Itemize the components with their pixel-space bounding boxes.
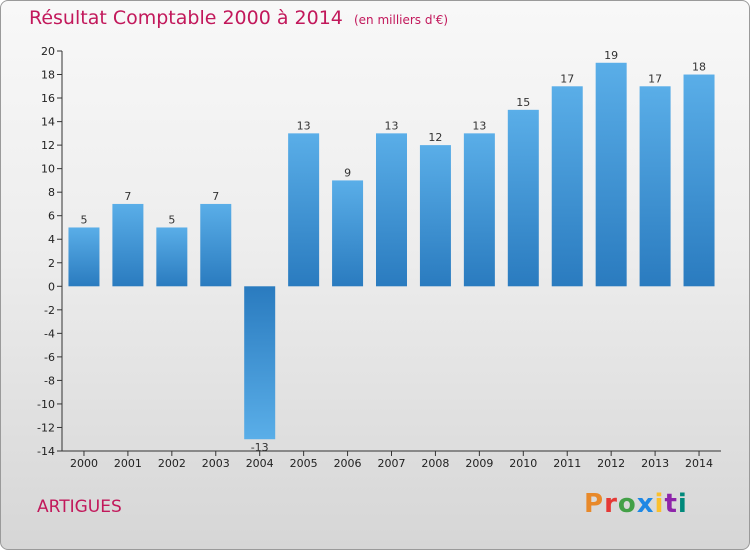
data-label: 13 xyxy=(472,119,486,132)
y-tick-label: 16 xyxy=(41,92,55,105)
data-label: 7 xyxy=(212,190,219,203)
bar-2002 xyxy=(156,227,188,287)
y-tick-label: 0 xyxy=(48,280,55,293)
y-tick-label: 8 xyxy=(48,186,55,199)
bar-2000 xyxy=(68,227,100,287)
y-tick-label: -4 xyxy=(44,327,55,340)
bar-2006 xyxy=(332,180,364,287)
x-tick-label: 2010 xyxy=(509,457,537,470)
x-tick-label: 2003 xyxy=(202,457,230,470)
y-tick-label: -6 xyxy=(44,351,55,364)
y-tick-label: -12 xyxy=(37,421,55,434)
logo-letter: r xyxy=(604,489,618,519)
x-tick-label: 2004 xyxy=(246,457,274,470)
x-tick-label: 2011 xyxy=(553,457,581,470)
commune-name: ARTIGUES xyxy=(37,497,122,517)
data-label: 13 xyxy=(297,119,311,132)
x-tick-label: 2001 xyxy=(114,457,142,470)
data-label: 18 xyxy=(692,61,706,74)
logo-letter: i xyxy=(677,489,688,519)
y-tick-label: 4 xyxy=(48,233,55,246)
y-tick-label: 6 xyxy=(48,210,55,223)
data-label: 17 xyxy=(648,72,662,85)
y-tick-label: -2 xyxy=(44,304,55,317)
logo-letter: x xyxy=(636,489,655,519)
bar-2012 xyxy=(595,62,627,287)
x-tick-label: 2013 xyxy=(641,457,669,470)
x-tick-label: 2008 xyxy=(421,457,449,470)
chart-title: Résultat Comptable 2000 à 2014 xyxy=(29,7,343,29)
x-tick-label: 2002 xyxy=(158,457,186,470)
x-tick-label: 2014 xyxy=(685,457,713,470)
data-label: 5 xyxy=(168,213,175,226)
bar-2001 xyxy=(112,203,144,287)
data-label: 5 xyxy=(80,213,87,226)
data-label: 17 xyxy=(560,72,574,85)
bar-2014 xyxy=(683,74,715,287)
proxiti-logo: Proxiti xyxy=(584,489,688,519)
bar-2004 xyxy=(244,286,276,440)
x-tick-label: 2005 xyxy=(290,457,318,470)
bar-2005 xyxy=(288,133,320,287)
y-tick-label: 18 xyxy=(41,69,55,82)
x-tick-label: 2009 xyxy=(465,457,493,470)
logo-letter: P xyxy=(584,489,605,519)
data-label: 15 xyxy=(516,96,530,109)
data-label: 7 xyxy=(124,190,131,203)
y-tick-label: 2 xyxy=(48,257,55,270)
bar-2011 xyxy=(551,86,583,287)
y-tick-label: 10 xyxy=(41,163,55,176)
data-label: 12 xyxy=(428,131,442,144)
x-tick-label: 2006 xyxy=(334,457,362,470)
y-tick-label: 14 xyxy=(41,116,55,129)
y-tick-label: -10 xyxy=(37,398,55,411)
y-tick-label: -14 xyxy=(37,445,55,458)
bar-2009 xyxy=(463,133,495,287)
chart-title-block: Résultat Comptable 2000 à 2014 (en milli… xyxy=(29,7,448,29)
y-tick-label: 12 xyxy=(41,139,55,152)
bar-2008 xyxy=(419,145,451,287)
data-label: 19 xyxy=(604,49,618,62)
data-label: 13 xyxy=(385,119,399,132)
logo-letter: t xyxy=(664,489,678,519)
bar-2010 xyxy=(507,109,539,287)
y-tick-label: 20 xyxy=(41,45,55,58)
x-tick-label: 2007 xyxy=(378,457,406,470)
x-tick-label: 2000 xyxy=(70,457,98,470)
x-tick-label: 2012 xyxy=(597,457,625,470)
y-tick-label: -8 xyxy=(44,374,55,387)
bar-2007 xyxy=(376,133,407,287)
logo-letter: o xyxy=(617,489,637,519)
chart-subtitle: (en milliers d'€) xyxy=(353,13,449,27)
data-label: 9 xyxy=(344,166,351,179)
bar-2003 xyxy=(200,203,232,287)
data-label: -13 xyxy=(251,441,269,454)
logo-letter: i xyxy=(654,489,665,519)
bar-2013 xyxy=(639,86,671,287)
